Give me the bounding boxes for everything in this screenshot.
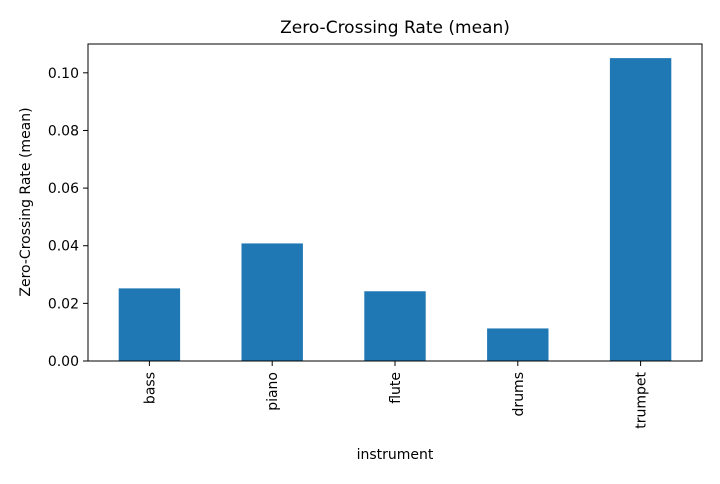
x-tick-label-bass: bass xyxy=(142,372,158,404)
x-axis: bass piano flute drums trumpet xyxy=(142,361,650,429)
y-tick-label: 0.10 xyxy=(48,66,79,82)
y-tick-label: 0.08 xyxy=(48,123,79,139)
bars-group xyxy=(118,58,672,361)
y-axis: 0.00 0.02 0.04 0.06 0.08 0.10 xyxy=(48,66,88,370)
x-tick-label-trumpet: trumpet xyxy=(634,371,650,428)
x-axis-title: instrument xyxy=(357,447,434,463)
bar-piano xyxy=(241,243,303,361)
bar-trumpet xyxy=(609,58,672,361)
y-tick-label: 0.00 xyxy=(48,354,79,370)
x-tick-label-piano: piano xyxy=(265,372,281,411)
chart-title: Zero-Crossing Rate (mean) xyxy=(280,18,510,38)
y-tick-label: 0.02 xyxy=(48,296,79,312)
x-tick-label-drums: drums xyxy=(511,372,527,416)
bar-drums xyxy=(487,328,549,361)
bar-bass xyxy=(118,288,181,361)
y-tick-label: 0.04 xyxy=(48,239,79,255)
plot-frame xyxy=(87,43,703,362)
bar-flute xyxy=(364,291,426,361)
y-tick-label: 0.06 xyxy=(48,181,79,197)
x-tick-label-flute: flute xyxy=(388,372,404,404)
y-axis-title: Zero-Crossing Rate (mean) xyxy=(18,107,34,296)
